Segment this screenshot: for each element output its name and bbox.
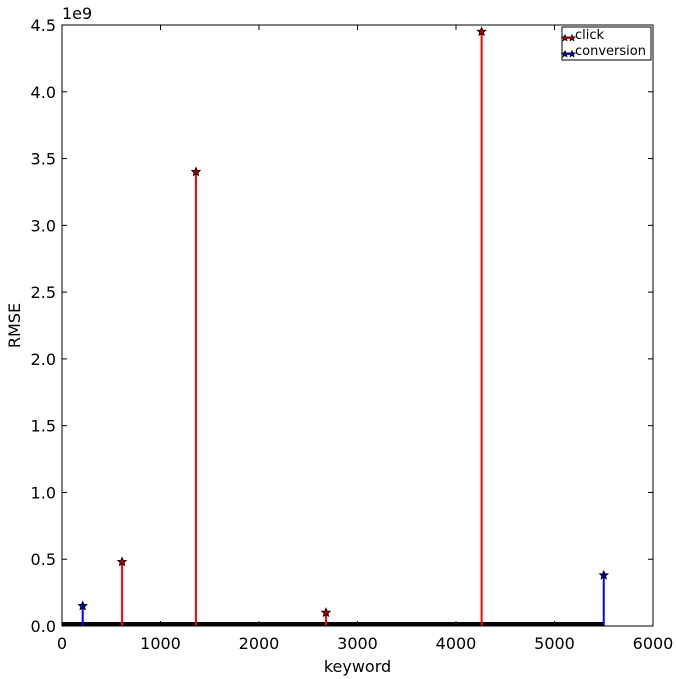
legend-swatch-marker	[567, 49, 577, 58]
click-marker	[116, 556, 128, 567]
plot-frame	[61, 24, 654, 627]
legend-swatch-marker	[567, 33, 577, 42]
y-tick-label: 3.0	[31, 216, 56, 235]
y-tick-label: 1.5	[31, 417, 56, 436]
legend-swatch-marker	[560, 33, 570, 42]
y-axis-label: RMSE	[5, 303, 24, 348]
x-tick-label: 3000	[337, 634, 378, 653]
legend-label: conversion	[575, 44, 646, 59]
y-tick-label: 0.0	[31, 617, 56, 636]
y-tick-label: 2.0	[31, 350, 56, 369]
x-tick-label: 0	[57, 634, 67, 653]
click-marker	[476, 26, 487, 37]
click-marker	[320, 607, 332, 618]
x-tick-label: 6000	[633, 634, 674, 653]
legend-label: click	[575, 28, 605, 43]
y-tick-label: 2.5	[31, 283, 56, 302]
y-offset-label: 1e9	[62, 4, 92, 23]
stems	[77, 26, 610, 626]
x-tick-label: 4000	[436, 634, 477, 653]
baseline	[62, 622, 604, 626]
x-tick-label: 2000	[239, 634, 280, 653]
y-tick-label: 1.0	[31, 483, 56, 502]
legend-swatch-marker	[560, 49, 570, 58]
y-tick-label: 4.0	[31, 83, 56, 102]
conversion-marker	[598, 569, 610, 580]
ticks: 0 1000 2000 3000 4000 5000 6000 0.0 0.5 1.0 1.5 2.0…	[31, 16, 674, 653]
conversion-marker	[77, 600, 88, 611]
x-tick-label: 5000	[534, 634, 575, 653]
legend-box	[561, 26, 652, 61]
baseline-markers	[62, 622, 604, 626]
y-tick-label: 0.5	[31, 550, 56, 569]
y-tick-label: 4.5	[31, 16, 56, 35]
click-marker	[190, 166, 202, 177]
x-axis-label: keyword	[324, 657, 391, 676]
y-tick-label: 3.5	[31, 150, 56, 169]
x-tick-label: 1000	[140, 634, 181, 653]
